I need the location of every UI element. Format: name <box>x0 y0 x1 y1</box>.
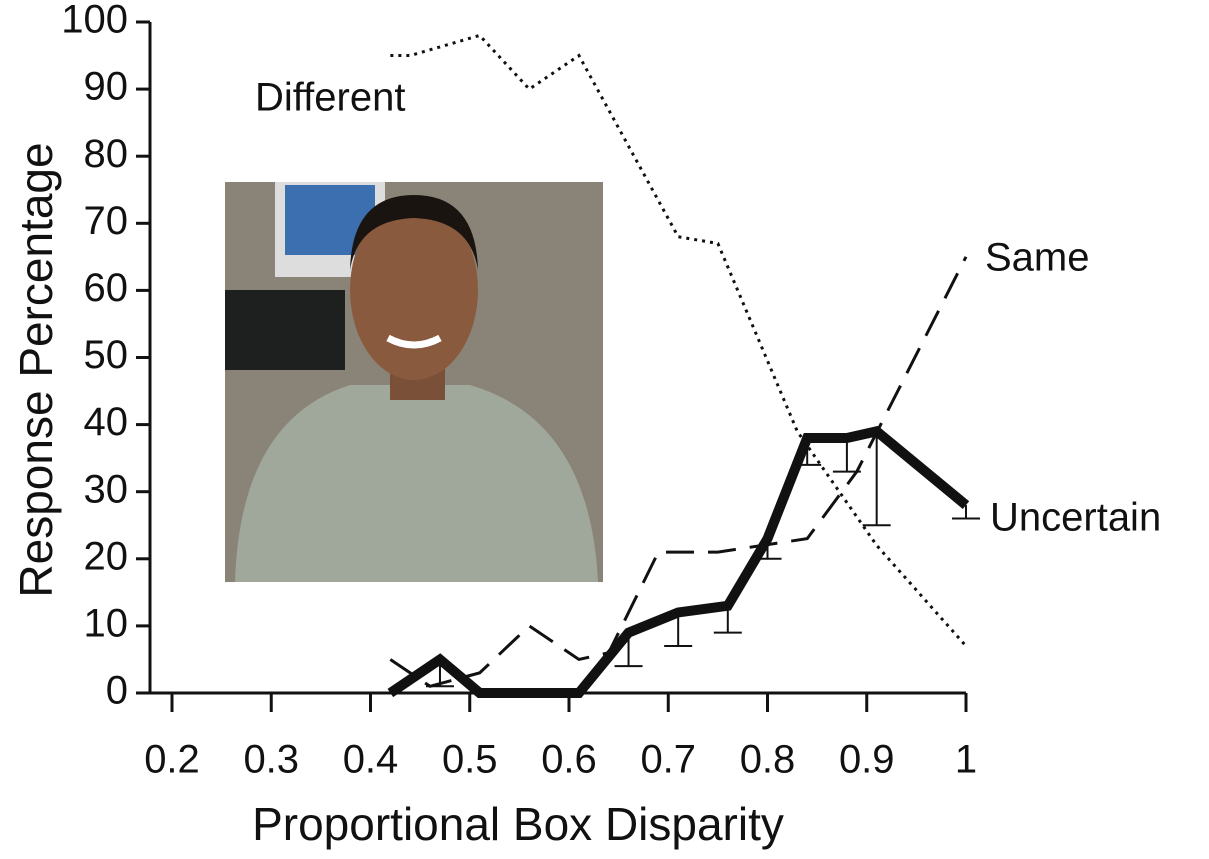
photo-hair <box>350 195 478 270</box>
series-label: Uncertain <box>990 496 1161 540</box>
x-tick-label: 0.4 <box>343 738 399 782</box>
photo <box>225 182 603 582</box>
y-tick-label: 50 <box>84 333 129 377</box>
series-line <box>387 425 970 698</box>
series-label: Different <box>255 76 405 120</box>
y-axis-title: Response Percentage <box>10 142 62 597</box>
y-tick-label: 10 <box>84 601 129 645</box>
y-tick-label: 80 <box>84 132 129 176</box>
y-tick-label: 0 <box>106 669 128 713</box>
series-line <box>390 33 968 648</box>
x-tick-label: 0.9 <box>839 738 895 782</box>
x-axis-title: Proportional Box Disparity <box>252 798 784 850</box>
photo-bag <box>225 290 345 370</box>
photo-shirt <box>235 385 598 582</box>
x-tick-label: 0.8 <box>740 738 796 782</box>
y-tick-label: 20 <box>84 534 129 578</box>
x-tick-label: 0.6 <box>541 738 597 782</box>
y-tick-label: 90 <box>84 65 129 109</box>
series-label: Same <box>985 236 1090 280</box>
y-tick-label: 60 <box>84 266 129 310</box>
x-tick-label: 0.5 <box>442 738 498 782</box>
x-tick-label: 0.3 <box>243 738 299 782</box>
x-tick-label: 0.2 <box>144 738 200 782</box>
y-tick-label: 100 <box>61 0 128 42</box>
y-tick-label: 30 <box>84 467 129 511</box>
x-tick-label: 0.7 <box>640 738 696 782</box>
y-tick-label: 70 <box>84 199 129 243</box>
y-tick-label: 40 <box>84 400 129 444</box>
photo-smile <box>386 334 442 349</box>
photo-face <box>350 200 478 380</box>
x-tick-label: 1 <box>955 738 977 782</box>
